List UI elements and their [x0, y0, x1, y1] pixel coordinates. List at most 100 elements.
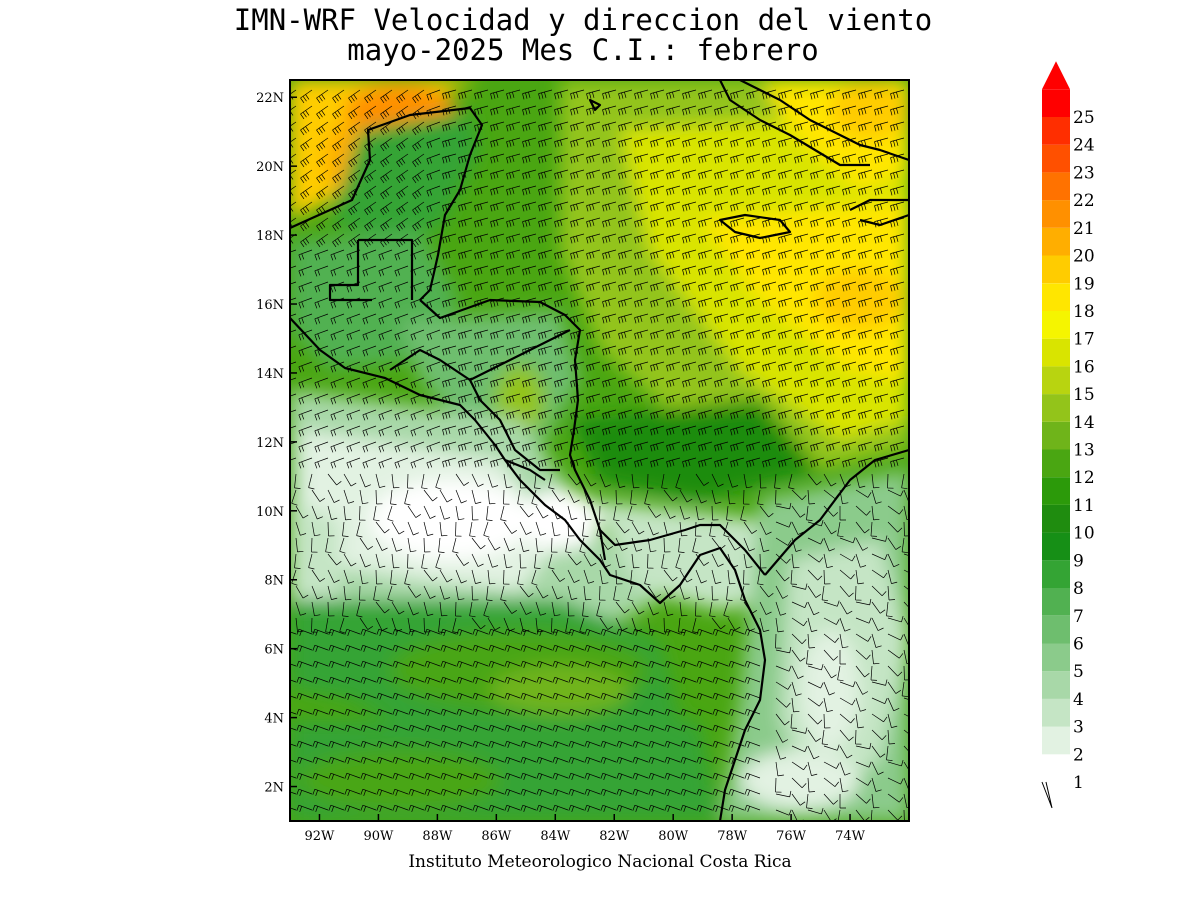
colorbar-label: 7 [1073, 607, 1084, 627]
wind-barb [554, 89, 569, 100]
wind-barb [474, 281, 489, 292]
wind-barb [682, 393, 697, 404]
wind-barb [647, 505, 661, 518]
wind-barb [311, 601, 321, 617]
colorbar-label: 15 [1073, 385, 1095, 405]
wind-barb [396, 89, 409, 104]
wind-barb [474, 249, 489, 260]
wind-barb [618, 345, 633, 356]
wind-barb [634, 297, 649, 308]
wind-barb [412, 185, 425, 200]
colorbar-swatch [1042, 311, 1070, 339]
wind-barb [586, 169, 601, 180]
wind-barb [407, 585, 421, 598]
wind-barb [650, 281, 665, 292]
wind-barb [791, 777, 807, 788]
wind-barb [602, 345, 617, 356]
wind-barb [442, 297, 457, 308]
wind-barb [584, 628, 601, 637]
wind-barb [295, 601, 307, 616]
wind-barb [471, 505, 479, 521]
wind-barb [504, 660, 521, 669]
wind-barb [650, 185, 665, 196]
wind-barb [826, 393, 841, 404]
wind-barb [794, 441, 809, 452]
wind-barb [616, 676, 633, 685]
wind-barb [682, 137, 697, 148]
wind-barb [442, 345, 457, 356]
wind-barb [855, 665, 870, 678]
wind-barb [887, 760, 904, 767]
wind-barb [424, 724, 441, 733]
wind-barb [874, 233, 889, 244]
colorbar-swatch [1042, 366, 1070, 395]
wind-barb [362, 393, 377, 405]
wind-barb [504, 740, 521, 749]
colorbar-swatch [1042, 477, 1070, 505]
wind-barb [504, 628, 521, 637]
wind-barb [312, 804, 329, 813]
colorbar-swatch [1042, 144, 1070, 173]
wind-barb [791, 583, 808, 590]
wind-barb [618, 137, 633, 148]
wind-barb [426, 169, 441, 181]
wind-barb [311, 505, 323, 520]
map-title-line-1: IMN-WRF Velocidad y direccion del viento [233, 3, 933, 37]
wind-barb [504, 772, 521, 781]
wind-barb [666, 137, 681, 148]
wind-barb [295, 505, 309, 519]
wind-barb [810, 441, 825, 452]
colorbar-swatch [1042, 421, 1070, 450]
wind-barb [538, 329, 553, 340]
wind-barb [600, 708, 617, 717]
wind-barb [698, 153, 713, 164]
wind-barb [538, 233, 553, 244]
wind-barb [744, 756, 761, 765]
wind-barb [616, 724, 633, 733]
wind-barb [823, 777, 839, 787]
wind-barb [855, 585, 862, 601]
wind-barb [474, 313, 489, 324]
wind-barb [647, 521, 659, 536]
wind-barb [567, 505, 578, 520]
wind-barb [740, 505, 747, 522]
wind-barb [362, 457, 377, 469]
wind-barb [634, 409, 649, 420]
wind-barb [842, 377, 857, 388]
wind-barb [632, 788, 649, 797]
wind-barb [634, 89, 649, 100]
wind-barb [490, 281, 505, 292]
wind-barb [698, 345, 713, 356]
lat-tick-label: 2N [264, 781, 284, 796]
wind-barb [290, 631, 297, 635]
wind-barb [300, 201, 313, 216]
wind-barb [842, 281, 857, 292]
wind-barb [343, 569, 355, 584]
wind-barb [552, 644, 569, 653]
wind-barb [746, 409, 761, 420]
wind-barb [842, 121, 857, 132]
wind-barb [616, 804, 633, 813]
wind-barb [746, 201, 761, 212]
wind-barb [312, 708, 329, 717]
wind-barb [438, 537, 445, 553]
wind-barb [554, 361, 569, 372]
wind-barb [890, 169, 905, 180]
wind-barb [627, 585, 634, 602]
wind-barb [344, 628, 361, 637]
wind-barb [520, 628, 537, 637]
wind-barb [634, 265, 649, 276]
wind-barb [520, 660, 537, 669]
wind-barb [426, 185, 441, 197]
wind-barb [364, 121, 377, 136]
wind-barb [730, 265, 745, 276]
wind-barb [744, 772, 761, 781]
wind-barb [314, 425, 329, 437]
wind-barb [778, 105, 793, 116]
wind-barb [874, 153, 889, 164]
wind-barb [490, 153, 505, 164]
wind-barb [408, 708, 425, 717]
wind-barb [650, 265, 665, 276]
wind-barb [535, 505, 549, 519]
wind-barb [486, 585, 493, 601]
